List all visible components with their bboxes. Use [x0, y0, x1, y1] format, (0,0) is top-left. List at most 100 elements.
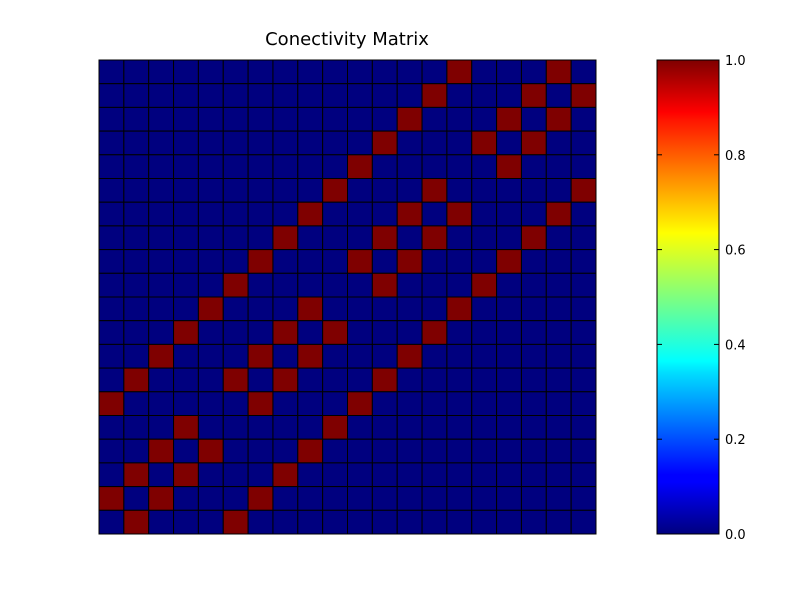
heatmap-cell — [98, 296, 125, 322]
heatmap-cell — [123, 367, 150, 393]
heatmap-cell — [545, 415, 572, 440]
heatmap-frame — [98, 59, 597, 535]
heatmap-cell — [347, 438, 373, 464]
heatmap-cell — [396, 415, 423, 440]
heatmap-cell — [371, 249, 398, 274]
heatmap-cell — [148, 486, 175, 511]
heatmap-cell — [446, 154, 473, 180]
heatmap-cell — [446, 367, 473, 393]
heatmap-cell — [297, 486, 324, 511]
heatmap-cell — [247, 272, 274, 298]
heatmap-cell — [272, 462, 299, 488]
heatmap-cell — [371, 415, 398, 440]
heatmap-cell — [123, 272, 150, 298]
heatmap-cell — [347, 296, 373, 322]
heatmap-cell — [347, 59, 373, 85]
heatmap-cell — [123, 154, 150, 180]
heatmap-cell — [98, 367, 125, 393]
heatmap-cell — [520, 249, 547, 274]
heatmap-cell — [545, 106, 572, 132]
heatmap-cell — [148, 391, 175, 416]
heatmap-cell — [371, 320, 398, 345]
heatmap-cell — [545, 178, 572, 203]
heatmap-cell — [98, 249, 125, 274]
heatmap-cell — [545, 201, 572, 227]
heatmap-cell — [297, 509, 324, 535]
heatmap-cell — [371, 486, 398, 511]
heatmap-cell — [545, 509, 572, 535]
heatmap-cell — [545, 154, 572, 180]
heatmap-cell — [123, 225, 150, 251]
heatmap-cell — [520, 415, 547, 440]
heatmap-cell — [545, 367, 572, 393]
heatmap-cell — [272, 343, 299, 369]
heatmap-cell — [520, 320, 547, 345]
heatmap-cell — [123, 486, 150, 511]
heatmap-cell — [496, 272, 522, 298]
heatmap-cell — [347, 509, 373, 535]
heatmap-cell — [545, 486, 572, 511]
heatmap-cell — [222, 367, 249, 393]
heatmap-cell — [148, 509, 175, 535]
heatmap-cell — [396, 462, 423, 488]
heatmap-cell — [570, 486, 597, 511]
heatmap-cell — [371, 83, 398, 108]
heatmap-cell — [197, 272, 224, 298]
heatmap-cell — [446, 59, 473, 85]
heatmap-cell — [247, 367, 274, 393]
heatmap-cell — [222, 201, 249, 227]
heatmap-cell — [471, 509, 498, 535]
heatmap-cell — [396, 225, 423, 251]
heatmap-cell — [123, 178, 150, 203]
heatmap-cell — [98, 509, 125, 535]
heatmap-cell — [347, 225, 373, 251]
heatmap-cell — [148, 272, 175, 298]
heatmap-cell — [471, 106, 498, 132]
heatmap-cell — [173, 249, 199, 274]
heatmap-cell — [148, 83, 175, 108]
heatmap-cell — [197, 367, 224, 393]
heatmap-cell — [545, 462, 572, 488]
heatmap-cell — [173, 225, 199, 251]
heatmap-cell — [446, 201, 473, 227]
heatmap-cell — [446, 486, 473, 511]
heatmap-cell — [421, 249, 448, 274]
heatmap-cell — [446, 106, 473, 132]
heatmap-cell — [197, 415, 224, 440]
heatmap-cell — [123, 509, 150, 535]
heatmap-cell — [297, 296, 324, 322]
heatmap-cell — [98, 415, 125, 440]
heatmap-cell — [520, 296, 547, 322]
colorbar: 0.0 0.2 0.4 0.6 0.8 1.0 — [656, 54, 746, 543]
heatmap-cell — [322, 320, 348, 345]
heatmap-cell — [471, 367, 498, 393]
heatmap-cell — [322, 83, 348, 108]
heatmap-cell — [173, 343, 199, 369]
heatmap-cell — [471, 249, 498, 274]
heatmap-cell — [247, 391, 274, 416]
heatmap-cell — [322, 343, 348, 369]
heatmap-cell — [446, 509, 473, 535]
heatmap-cell — [371, 391, 398, 416]
heatmap-cell — [272, 178, 299, 203]
heatmap-cell — [222, 272, 249, 298]
heatmap-cell — [148, 59, 175, 85]
heatmap-cell — [123, 106, 150, 132]
heatmap-cell — [197, 225, 224, 251]
heatmap-cell — [123, 59, 150, 85]
heatmap-cell — [421, 225, 448, 251]
heatmap-cell — [297, 415, 324, 440]
heatmap-cell — [570, 83, 597, 108]
heatmap-cell — [98, 272, 125, 298]
heatmap-cell — [396, 509, 423, 535]
heatmap-cell — [371, 225, 398, 251]
heatmap-cell — [496, 225, 522, 251]
heatmap-cell — [98, 106, 125, 132]
heatmap-cell — [421, 272, 448, 298]
heatmap-cell — [197, 83, 224, 108]
heatmap-cell — [123, 320, 150, 345]
heatmap-cell — [496, 83, 522, 108]
heatmap-cell — [347, 106, 373, 132]
heatmap-cell — [520, 59, 547, 85]
heatmap — [98, 59, 597, 535]
